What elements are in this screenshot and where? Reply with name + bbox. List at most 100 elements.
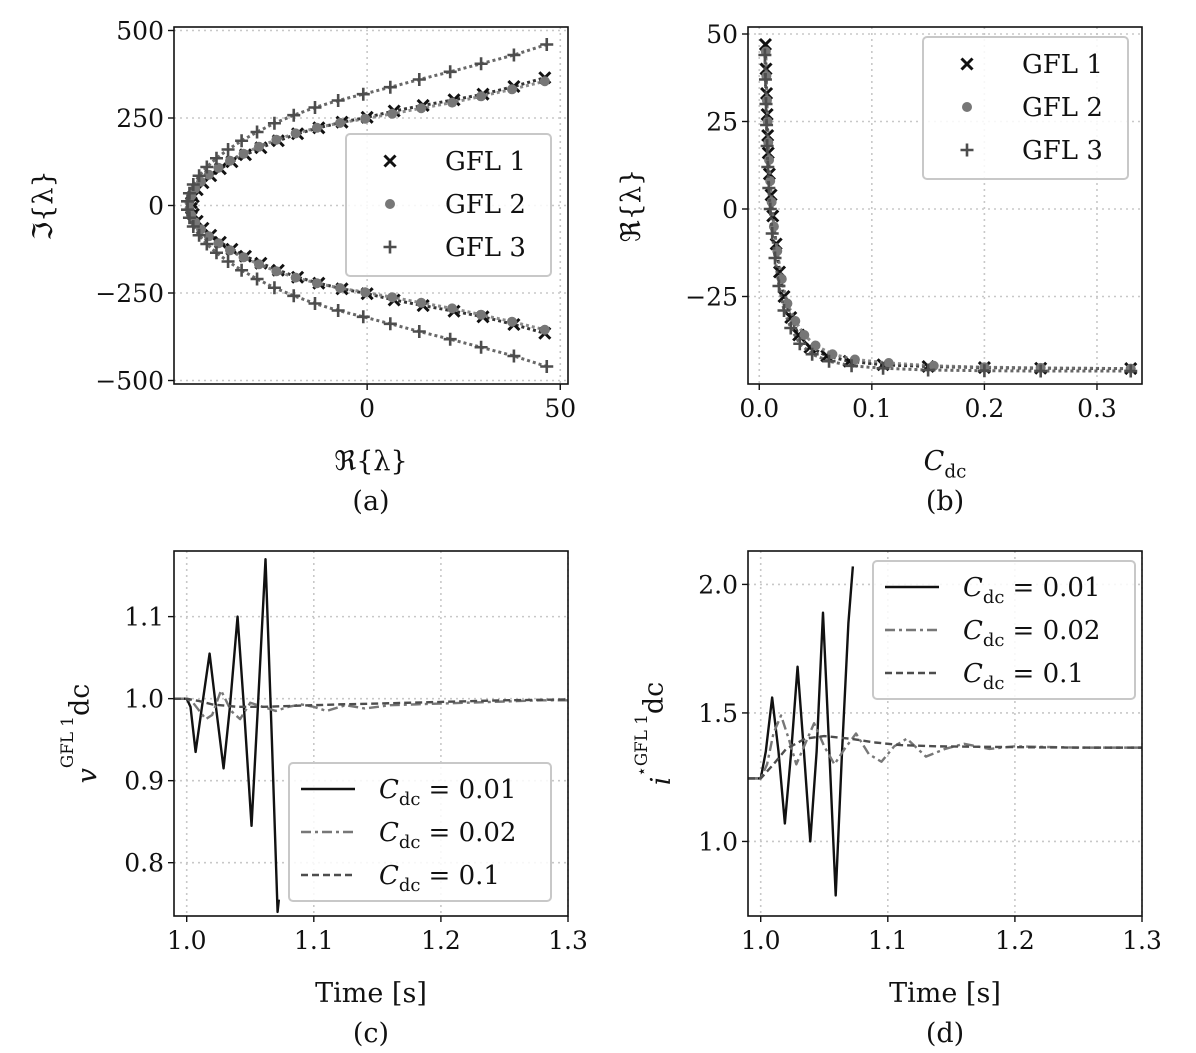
data-point: [506, 316, 517, 327]
x-tick-label: 1.1: [868, 926, 908, 955]
legend: Cdc = 0.01 Cdc = 0.02 Cdc = 0.1: [288, 762, 552, 902]
x-tick-label: 1.1: [294, 926, 334, 955]
legend-label-value: = 0.01: [1013, 573, 1101, 603]
series-trace: [763, 54, 1131, 373]
data-point: [186, 178, 200, 191]
x-axis-label: Time [s]: [315, 978, 427, 1009]
data-point: [793, 337, 807, 351]
y-tick-label: 2.0: [698, 570, 738, 599]
data-point: [209, 151, 223, 165]
axes-frame: [173, 550, 569, 917]
x-tick-label: 1.2: [421, 926, 461, 955]
legend-label: Cdc = 0.1: [379, 861, 500, 896]
legend-label-symbol: C: [963, 573, 983, 603]
data-point: [290, 272, 301, 283]
legend-box: [288, 762, 552, 902]
series-line-dashed: [748, 734, 1142, 780]
legend-label-symbol: C: [963, 659, 983, 689]
legend-marker: [962, 102, 972, 112]
y-axis-label: ℜ{λ}: [616, 169, 647, 242]
y-axis-label-part-0: v: [72, 768, 103, 783]
data-point: [250, 272, 264, 286]
data-point: [540, 360, 554, 373]
series-line-dashed: [174, 697, 568, 709]
legend-label-value: = 0.1: [1013, 659, 1084, 689]
y-axis-label: i⋆GFL 1dc: [631, 682, 677, 786]
y-tick-label: −500: [95, 367, 164, 396]
x-tick-label: 0.3: [1077, 394, 1117, 423]
legend-label: GFL 1: [445, 147, 526, 177]
legend-label-subscript: dc: [399, 789, 421, 810]
legend-box: [872, 560, 1136, 700]
series-trace-upper: [188, 79, 546, 203]
legend-label: GFL 2: [1022, 93, 1103, 123]
legend-label-symbol: C: [379, 775, 399, 805]
data-point: [287, 108, 301, 122]
legend-label-subscript: dc: [983, 673, 1005, 694]
y-tick-label: 1.0: [698, 827, 738, 856]
subfigure-caption: (a): [352, 486, 389, 517]
y-axis-label-part-1: ⋆GFL 1: [631, 714, 651, 777]
y-tick-label: 0: [722, 195, 738, 224]
legend-label-value: = 0.02: [429, 818, 517, 848]
series-line-solid: [748, 566, 855, 897]
legend-label: Cdc = 0.01: [379, 775, 516, 810]
subfigure-caption: (c): [353, 1018, 389, 1049]
x-tick-label: 1.3: [548, 926, 588, 955]
data-point: [784, 321, 798, 335]
y-tick-label: 1.0: [124, 685, 164, 714]
data-point: [287, 289, 301, 303]
x-axis-label: Time [s]: [889, 978, 1001, 1009]
y-tick-label: −250: [95, 279, 164, 308]
y-axis-label-part-0: i: [646, 777, 677, 786]
series-trace-lower: [188, 208, 546, 332]
data-point: [235, 263, 249, 277]
x-axis-label-part-1: dc: [944, 462, 966, 483]
legend-label: Cdc = 0.01: [963, 573, 1100, 608]
data-point: [186, 220, 200, 233]
data-point: [209, 246, 223, 260]
legend-label: GFL 2: [445, 190, 526, 220]
x-tick-label: 50: [544, 394, 576, 423]
data-point: [192, 169, 206, 183]
data-point: [250, 125, 264, 139]
y-tick-label: 1.1: [124, 603, 164, 632]
legend-marker: [960, 143, 974, 157]
series-plus: [758, 48, 1138, 378]
legend: GFL 1 GFL 2 GFL 3: [922, 36, 1129, 180]
x-tick-label: 1.3: [1122, 926, 1162, 955]
y-axis-label-part-1: GFL 1: [57, 716, 77, 768]
x-tick-label: 0.0: [739, 394, 779, 423]
data-point: [192, 228, 206, 242]
axes-frame: [747, 26, 1143, 385]
y-tick-label: 500: [116, 17, 164, 46]
x-tick-label: 0: [359, 394, 375, 423]
data-point: [200, 160, 214, 174]
legend-label-value: = 0.1: [429, 861, 500, 891]
plot-area: [174, 558, 568, 914]
y-axis-label: vGFL 1dc: [57, 684, 103, 784]
data-point: [235, 134, 249, 148]
legend-label: Cdc = 0.02: [379, 818, 516, 853]
series-line-solid: [174, 558, 281, 914]
legend-label: GFL 1: [1022, 50, 1103, 80]
y-tick-label: 25: [706, 108, 738, 137]
legend-label: Cdc = 0.1: [963, 659, 1084, 694]
legend-marker: [383, 240, 397, 254]
axes-frame: [747, 550, 1143, 917]
x-axis-label: Cdc: [924, 446, 967, 483]
plot-area: [181, 38, 554, 373]
plot-area: [748, 566, 1142, 897]
series-plus: [181, 38, 554, 373]
legend-label-symbol: C: [963, 616, 983, 646]
y-tick-label: 250: [116, 104, 164, 133]
y-tick-label: 1.5: [698, 699, 738, 728]
x-tick-label: 0.2: [965, 394, 1005, 423]
legend: Cdc = 0.01 Cdc = 0.02 Cdc = 0.1: [872, 560, 1136, 700]
x-tick-label: 1.0: [741, 926, 781, 955]
legend-marker: [960, 57, 974, 71]
x-tick-label: 1.2: [995, 926, 1035, 955]
